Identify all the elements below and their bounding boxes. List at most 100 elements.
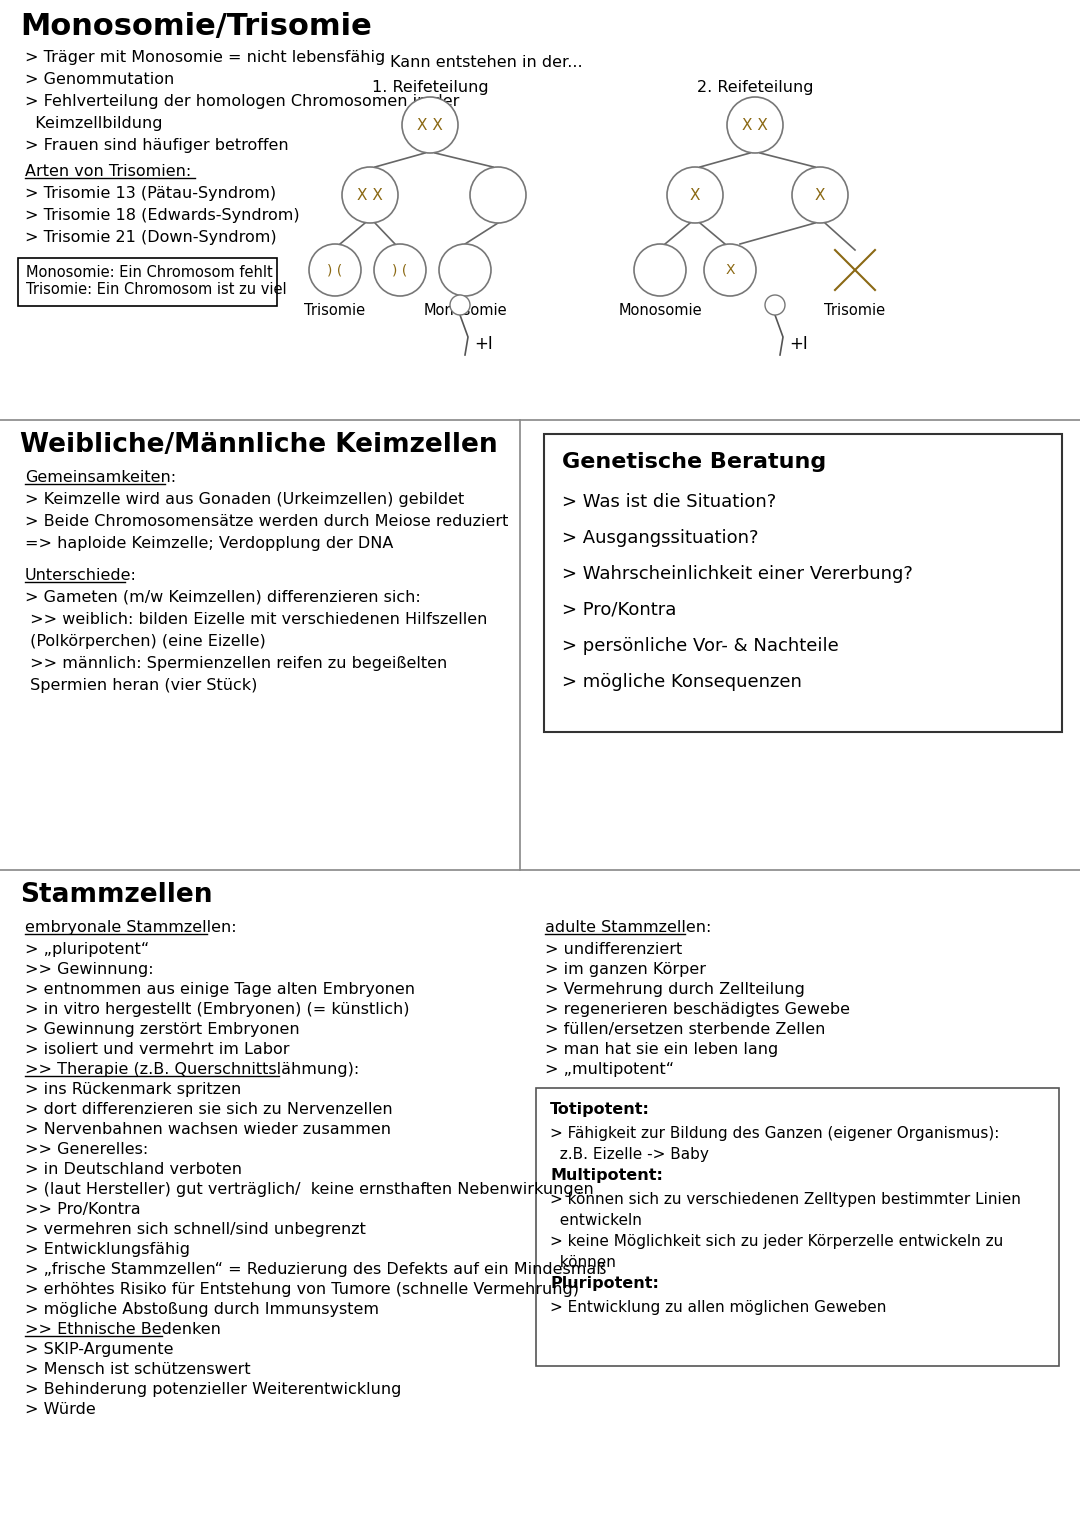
- Text: > Trisomie 21 (Down-Syndrom): > Trisomie 21 (Down-Syndrom): [25, 231, 276, 244]
- Text: => haploide Keimzelle; Verdopplung der DNA: => haploide Keimzelle; Verdopplung der D…: [25, 536, 393, 551]
- Text: Arten von Trisomien:: Arten von Trisomien:: [25, 163, 191, 179]
- Text: > undifferenziert: > undifferenziert: [545, 942, 683, 957]
- Text: X X: X X: [742, 118, 768, 133]
- Text: > Beide Chromosomensätze werden durch Meiose reduziert: > Beide Chromosomensätze werden durch Me…: [25, 515, 509, 528]
- FancyBboxPatch shape: [544, 434, 1062, 731]
- Circle shape: [792, 166, 848, 223]
- Text: > Genommutation: > Genommutation: [25, 72, 174, 87]
- Circle shape: [634, 244, 686, 296]
- Text: > isoliert und vermehrt im Labor: > isoliert und vermehrt im Labor: [25, 1041, 289, 1057]
- Text: adulte Stammzellen:: adulte Stammzellen:: [545, 919, 712, 935]
- Text: > Gameten (m/w Keimzellen) differenzieren sich:: > Gameten (m/w Keimzellen) differenziere…: [25, 589, 421, 605]
- Text: Trisomie: Trisomie: [305, 302, 365, 318]
- Circle shape: [450, 295, 470, 315]
- Text: > man hat sie ein leben lang: > man hat sie ein leben lang: [545, 1041, 779, 1057]
- Text: ) (: ) (: [392, 263, 407, 276]
- Text: > persönliche Vor- & Nachteile: > persönliche Vor- & Nachteile: [562, 637, 839, 655]
- Text: > erhöhtes Risiko für Entstehung von Tumore (schnelle Vermehrung): > erhöhtes Risiko für Entstehung von Tum…: [25, 1283, 579, 1296]
- Text: > Gewinnung zerstört Embryonen: > Gewinnung zerstört Embryonen: [25, 1022, 299, 1037]
- Text: +I: +I: [474, 334, 492, 353]
- Text: 2. Reifeteilung: 2. Reifeteilung: [697, 79, 813, 95]
- Text: > Träger mit Monosomie = nicht lebensfähig: > Träger mit Monosomie = nicht lebensfäh…: [25, 50, 386, 66]
- Text: embryonale Stammzellen:: embryonale Stammzellen:: [25, 919, 237, 935]
- Text: > Würde: > Würde: [25, 1402, 96, 1417]
- Circle shape: [342, 166, 399, 223]
- Text: > dort differenzieren sie sich zu Nervenzellen: > dort differenzieren sie sich zu Nerven…: [25, 1102, 393, 1116]
- Text: > „frische Stammzellen“ = Reduzierung des Defekts auf ein Mindesmaß: > „frische Stammzellen“ = Reduzierung de…: [25, 1261, 606, 1277]
- Text: >> Gewinnung:: >> Gewinnung:: [25, 962, 153, 977]
- Text: >> Generelles:: >> Generelles:: [25, 1142, 148, 1157]
- Text: (Polkörperchen) (eine Eizelle): (Polkörperchen) (eine Eizelle): [25, 634, 266, 649]
- Text: z.B. Eizelle -> Baby: z.B. Eizelle -> Baby: [550, 1147, 708, 1162]
- Text: X: X: [690, 188, 700, 203]
- Text: > füllen/ersetzen sterbende Zellen: > füllen/ersetzen sterbende Zellen: [545, 1022, 825, 1037]
- Circle shape: [438, 244, 491, 296]
- Text: Unterschiede:: Unterschiede:: [25, 568, 137, 583]
- Text: > keine Möglichkeit sich zu jeder Körperzelle entwickeln zu: > keine Möglichkeit sich zu jeder Körper…: [550, 1234, 1003, 1249]
- Text: Monosomie/Trisomie: Monosomie/Trisomie: [21, 12, 372, 41]
- Circle shape: [727, 98, 783, 153]
- Text: X: X: [726, 263, 734, 276]
- Text: > Fähigkeit zur Bildung des Ganzen (eigener Organismus):: > Fähigkeit zur Bildung des Ganzen (eige…: [550, 1125, 999, 1141]
- Text: Monosomie: Ein Chromosom fehlt
Trisomie: Ein Chromosom ist zu viel: Monosomie: Ein Chromosom fehlt Trisomie:…: [26, 266, 286, 298]
- Text: >> Pro/Kontra: >> Pro/Kontra: [25, 1202, 140, 1217]
- Text: > Nervenbahnen wachsen wieder zusammen: > Nervenbahnen wachsen wieder zusammen: [25, 1122, 391, 1138]
- Text: > „pluripotent“: > „pluripotent“: [25, 942, 149, 957]
- Text: Gemeinsamkeiten:: Gemeinsamkeiten:: [25, 470, 176, 486]
- Text: > Trisomie 18 (Edwards-Syndrom): > Trisomie 18 (Edwards-Syndrom): [25, 208, 299, 223]
- Text: ) (: ) (: [327, 263, 342, 276]
- Text: Genetische Beratung: Genetische Beratung: [562, 452, 826, 472]
- Circle shape: [470, 166, 526, 223]
- Text: > „multipotent“: > „multipotent“: [545, 1061, 674, 1077]
- Text: > Fehlverteilung der homologen Chromosomen in der: > Fehlverteilung der homologen Chromosom…: [25, 95, 459, 108]
- Text: > Mensch ist schützenswert: > Mensch ist schützenswert: [25, 1362, 251, 1377]
- Text: > Keimzelle wird aus Gonaden (Urkeimzellen) gebildet: > Keimzelle wird aus Gonaden (Urkeimzell…: [25, 492, 464, 507]
- Text: > Trisomie 13 (Pätau-Syndrom): > Trisomie 13 (Pätau-Syndrom): [25, 186, 276, 202]
- Text: X X: X X: [417, 118, 443, 133]
- Text: > mögliche Abstoßung durch Immunsystem: > mögliche Abstoßung durch Immunsystem: [25, 1303, 379, 1316]
- Text: > (laut Hersteller) gut verträglich/  keine ernsthaften Nebenwirkungen: > (laut Hersteller) gut verträglich/ kei…: [25, 1182, 594, 1197]
- Text: > Behinderung potenzieller Weiterentwicklung: > Behinderung potenzieller Weiterentwick…: [25, 1382, 402, 1397]
- Text: > Wahrscheinlichkeit einer Vererbung?: > Wahrscheinlichkeit einer Vererbung?: [562, 565, 913, 583]
- Text: Spermien heran (vier Stück): Spermien heran (vier Stück): [25, 678, 257, 693]
- FancyBboxPatch shape: [18, 258, 276, 305]
- FancyBboxPatch shape: [536, 1089, 1059, 1367]
- Text: 1. Reifeteilung: 1. Reifeteilung: [372, 79, 488, 95]
- Text: können: können: [550, 1255, 616, 1270]
- Text: > SKIP-Argumente: > SKIP-Argumente: [25, 1342, 174, 1358]
- Text: > Vermehrung durch Zellteilung: > Vermehrung durch Zellteilung: [545, 982, 805, 997]
- Text: Monosomie: Monosomie: [423, 302, 507, 318]
- Text: > Pro/Kontra: > Pro/Kontra: [562, 602, 676, 618]
- Text: > vermehren sich schnell/sind unbegrenzt: > vermehren sich schnell/sind unbegrenzt: [25, 1222, 366, 1237]
- Text: > mögliche Konsequenzen: > mögliche Konsequenzen: [562, 673, 801, 692]
- Text: > Was ist die Situation?: > Was ist die Situation?: [562, 493, 777, 512]
- Circle shape: [374, 244, 426, 296]
- Text: Multipotent:: Multipotent:: [550, 1168, 663, 1183]
- Text: Trisomie: Trisomie: [824, 302, 886, 318]
- Text: > Frauen sind häufiger betroffen: > Frauen sind häufiger betroffen: [25, 137, 288, 153]
- Text: > regenerieren beschädigtes Gewebe: > regenerieren beschädigtes Gewebe: [545, 1002, 850, 1017]
- Text: Totipotent:: Totipotent:: [550, 1102, 650, 1116]
- Text: Keimzellbildung: Keimzellbildung: [25, 116, 162, 131]
- Text: > im ganzen Körper: > im ganzen Körper: [545, 962, 706, 977]
- Text: >> Ethnische Bedenken: >> Ethnische Bedenken: [25, 1322, 221, 1338]
- Text: >> weiblich: bilden Eizelle mit verschiedenen Hilfszellen: >> weiblich: bilden Eizelle mit verschie…: [25, 612, 487, 628]
- Text: > in Deutschland verboten: > in Deutschland verboten: [25, 1162, 242, 1177]
- Text: Weibliche/Männliche Keimzellen: Weibliche/Männliche Keimzellen: [21, 432, 498, 458]
- Text: > entnommen aus einige Tage alten Embryonen: > entnommen aus einige Tage alten Embryo…: [25, 982, 415, 997]
- Circle shape: [667, 166, 723, 223]
- Text: Monosomie: Monosomie: [618, 302, 702, 318]
- Circle shape: [309, 244, 361, 296]
- Text: Pluripotent:: Pluripotent:: [550, 1277, 659, 1290]
- Text: > können sich zu verschiedenen Zelltypen bestimmter Linien: > können sich zu verschiedenen Zelltypen…: [550, 1193, 1021, 1206]
- Text: Stammzellen: Stammzellen: [21, 883, 213, 909]
- Text: >> männlich: Spermienzellen reifen zu begeißelten: >> männlich: Spermienzellen reifen zu be…: [25, 657, 447, 670]
- Text: X X: X X: [357, 188, 383, 203]
- Circle shape: [402, 98, 458, 153]
- Text: > ins Rückenmark spritzen: > ins Rückenmark spritzen: [25, 1083, 241, 1096]
- Text: X: X: [814, 188, 825, 203]
- Text: entwickeln: entwickeln: [550, 1212, 642, 1228]
- Text: > Entwicklung zu allen möglichen Geweben: > Entwicklung zu allen möglichen Geweben: [550, 1299, 887, 1315]
- Text: Kann entstehen in der...: Kann entstehen in der...: [390, 55, 582, 70]
- Text: > Ausgangssituation?: > Ausgangssituation?: [562, 528, 758, 547]
